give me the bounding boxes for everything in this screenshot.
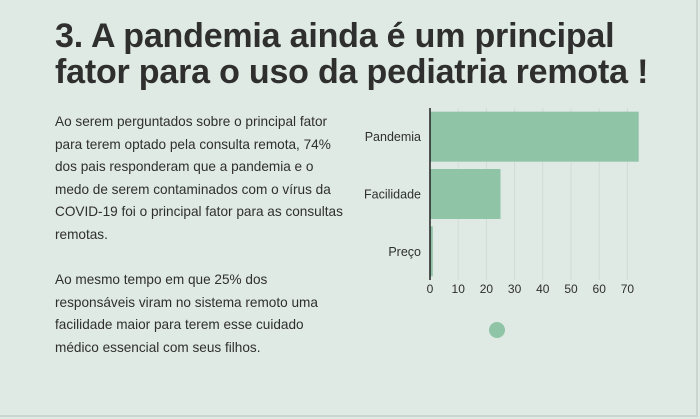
category-label: Pandemia (365, 130, 421, 144)
description-text: Ao serem perguntados sobre o principal f… (55, 111, 350, 382)
bar-chart-svg: Pandemia Facilidade Preço 0 10 20 30 40 50 60 70 (364, 108, 639, 296)
bar-facilidade (430, 169, 501, 219)
category-label: Preço (388, 245, 421, 259)
x-tick-label: 20 (480, 282, 494, 296)
x-tick-label: 0 (427, 282, 434, 296)
x-tick-label: 30 (508, 282, 522, 296)
category-label: Facilidade (364, 188, 421, 202)
bar-pre-o (430, 226, 433, 277)
page-indicator-dot (489, 322, 505, 338)
x-tick-label: 60 (593, 282, 607, 296)
bar-chart: Pandemia Facilidade Preço 0 10 20 30 40 50 60 70 (350, 100, 690, 350)
x-tick-label: 70 (621, 282, 635, 296)
x-tick-label: 40 (536, 282, 550, 296)
bar-pandemia (430, 111, 639, 162)
paragraph-pandemia: Ao serem perguntados sobre o principal f… (55, 114, 343, 242)
x-tick-label: 10 (452, 282, 466, 296)
paragraph-facilidade: Ao mesmo tempo em que 25% dos responsáve… (55, 272, 318, 355)
x-tick-label: 50 (564, 282, 578, 296)
slide-title: 3. A pandemia ainda é um principal fator… (55, 17, 649, 91)
